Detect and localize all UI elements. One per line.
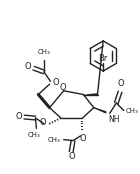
Polygon shape <box>83 93 98 96</box>
Polygon shape <box>94 108 106 113</box>
Text: CH₃: CH₃ <box>48 137 61 143</box>
Text: O: O <box>15 112 22 121</box>
Text: NH: NH <box>108 115 119 124</box>
Text: O: O <box>52 78 59 87</box>
Text: O: O <box>118 79 124 88</box>
Text: O: O <box>79 134 86 143</box>
Text: CH₃: CH₃ <box>126 108 138 113</box>
Text: Br: Br <box>98 54 108 63</box>
Text: CH₃: CH₃ <box>38 49 50 55</box>
Text: CH₃: CH₃ <box>27 132 40 138</box>
Text: O: O <box>25 62 31 71</box>
Text: O: O <box>69 152 75 161</box>
Text: O: O <box>39 118 46 127</box>
Text: O: O <box>59 82 66 92</box>
